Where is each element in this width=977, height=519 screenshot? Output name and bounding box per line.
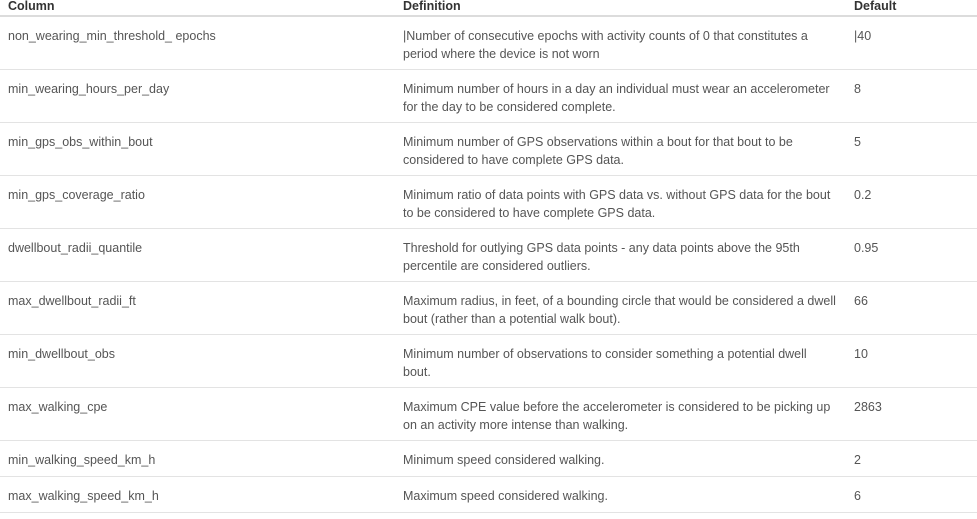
header-definition: Definition xyxy=(394,0,845,17)
row-definition: Threshold for outlying GPS data points -… xyxy=(394,228,845,282)
table-row: max_walking_speed_km_h Maximum speed con… xyxy=(0,476,977,513)
table-row: dwellbout_radii_quantile Threshold for o… xyxy=(0,228,977,282)
header-column: Column xyxy=(0,0,394,17)
row-default-value: 0.95 xyxy=(845,228,977,282)
row-column-name: min_gps_coverage_ratio xyxy=(0,175,394,229)
row-definition: Minimum speed considered walking. xyxy=(394,440,845,477)
table-row: max_dwellbout_radii_ft Maximum radius, i… xyxy=(0,281,977,335)
row-definition: Minimum number of GPS observations withi… xyxy=(394,122,845,176)
row-column-name: min_dwellbout_obs xyxy=(0,334,394,388)
row-default-value: 66 xyxy=(845,281,977,335)
row-column-name: max_dwellbout_radii_ft xyxy=(0,281,394,335)
table-row: min_gps_coverage_ratio Minimum ratio of … xyxy=(0,175,977,229)
table-row: non_wearing_min_threshold_ epochs |Numbe… xyxy=(0,16,977,70)
row-definition: Maximum CPE value before the acceleromet… xyxy=(394,387,845,441)
row-definition: Minimum number of hours in a day an indi… xyxy=(394,69,845,123)
row-column-name: min_walking_speed_km_h xyxy=(0,440,394,477)
row-column-name: min_wearing_hours_per_day xyxy=(0,69,394,123)
row-column-name: dwellbout_radii_quantile xyxy=(0,228,394,282)
table-body: non_wearing_min_threshold_ epochs |Numbe… xyxy=(0,16,977,513)
row-default-value: 0.2 xyxy=(845,175,977,229)
table-row: min_wearing_hours_per_day Minimum number… xyxy=(0,69,977,123)
row-column-name: max_walking_speed_km_h xyxy=(0,476,394,513)
row-column-name: min_gps_obs_within_bout xyxy=(0,122,394,176)
row-default-value: |40 xyxy=(845,16,977,70)
table-header: Column Definition Default xyxy=(0,0,977,17)
row-default-value: 2863 xyxy=(845,387,977,441)
table-row: min_walking_speed_km_h Minimum speed con… xyxy=(0,440,977,477)
row-default-value: 2 xyxy=(845,440,977,477)
row-default-value: 8 xyxy=(845,69,977,123)
header-default: Default xyxy=(845,0,977,17)
row-column-name: non_wearing_min_threshold_ epochs xyxy=(0,16,394,70)
row-definition: Minimum ratio of data points with GPS da… xyxy=(394,175,845,229)
row-definition: Maximum radius, in feet, of a bounding c… xyxy=(394,281,845,335)
table-row: max_walking_cpe Maximum CPE value before… xyxy=(0,387,977,441)
row-column-name: max_walking_cpe xyxy=(0,387,394,441)
row-definition: |Number of consecutive epochs with activ… xyxy=(394,16,845,70)
row-definition: Minimum number of observations to consid… xyxy=(394,334,845,388)
table-row: min_gps_obs_within_bout Minimum number o… xyxy=(0,122,977,176)
row-default-value: 5 xyxy=(845,122,977,176)
row-default-value: 6 xyxy=(845,476,977,513)
row-definition: Maximum speed considered walking. xyxy=(394,476,845,513)
row-default-value: 10 xyxy=(845,334,977,388)
header-row: Column Definition Default xyxy=(0,0,977,17)
table-row: min_dwellbout_obs Minimum number of obse… xyxy=(0,334,977,388)
